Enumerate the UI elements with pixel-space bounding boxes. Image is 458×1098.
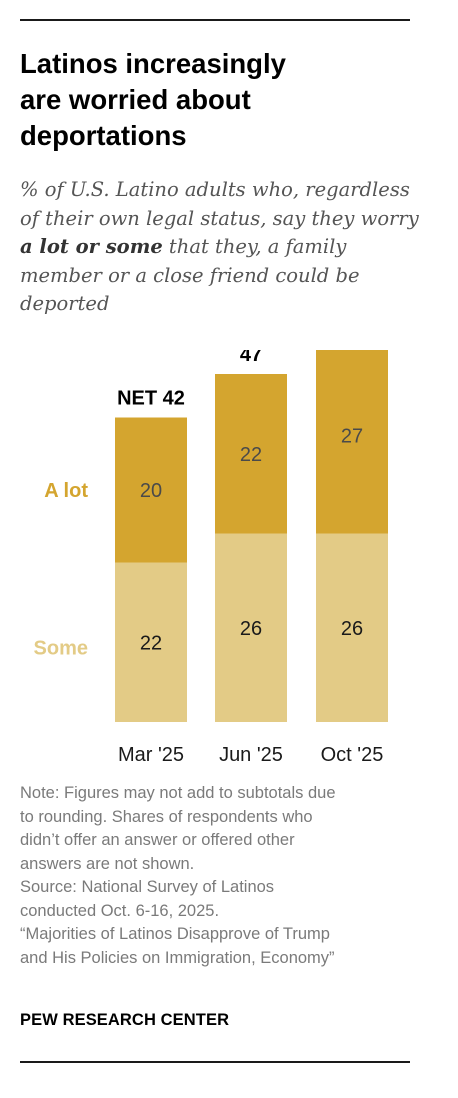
bar-segment-some bbox=[215, 533, 287, 722]
bar-segment-some bbox=[316, 533, 388, 722]
data-label-a-lot: 20 bbox=[140, 480, 162, 502]
title-line: deportations bbox=[20, 120, 187, 151]
subtitle-text-end: that they, a family member or a close fr… bbox=[20, 235, 360, 315]
report-title-line: “Majorities of Latinos Disapprove of Tru… bbox=[20, 925, 330, 943]
note-line: Note: Figures may not add to subtotals d… bbox=[20, 784, 336, 802]
bar-segment-a-lot bbox=[215, 374, 287, 534]
source-line: Source: National Survey of Latinos bbox=[20, 878, 275, 896]
legend-label-a-lot: A lot bbox=[44, 480, 88, 502]
report-title-line: and His Policies on Immigration, Economy… bbox=[20, 948, 335, 967]
total-label: 47 bbox=[240, 350, 262, 366]
legend-label-some: Some bbox=[34, 637, 88, 659]
data-label-a-lot: 27 bbox=[341, 426, 363, 448]
top-rule bbox=[20, 19, 410, 21]
data-label-some: 26 bbox=[341, 618, 363, 640]
data-label-some: 26 bbox=[240, 618, 262, 640]
total-label: NET 42 bbox=[117, 388, 185, 410]
note-line: to rounding. Shares of respondents who bbox=[20, 807, 313, 826]
bar-segment-some bbox=[115, 562, 187, 722]
title-line: are worried about bbox=[20, 84, 251, 115]
chart-note: Note: Figures may not add to subtotals d… bbox=[20, 782, 420, 970]
bar-segment-a-lot bbox=[115, 417, 187, 563]
x-tick-label: Jun '25 bbox=[219, 744, 283, 766]
note-line: answers are not shown. bbox=[20, 854, 195, 873]
source-line: conducted Oct. 6-16, 2025. bbox=[20, 901, 220, 920]
data-label-some: 22 bbox=[140, 632, 162, 654]
subtitle-emphasis: a lot or some bbox=[20, 235, 163, 258]
bottom-rule bbox=[20, 1061, 410, 1063]
subtitle-text: % of U.S. Latino adults who, regardless … bbox=[20, 178, 419, 230]
data-label-a-lot: 22 bbox=[240, 444, 262, 466]
source-organization: PEW RESEARCH CENTER bbox=[20, 1011, 230, 1029]
x-tick-label: Mar '25 bbox=[118, 744, 184, 766]
x-tick-label: Oct '25 bbox=[321, 744, 384, 766]
chart-title: Latinos increasingly are worried about d… bbox=[20, 46, 420, 154]
chart-subtitle: % of U.S. Latino adults who, regardless … bbox=[20, 176, 430, 319]
bar-segment-a-lot bbox=[316, 350, 388, 534]
title-line: Latinos increasingly bbox=[20, 48, 286, 79]
note-line: didn’t offer an answer or offered other bbox=[20, 831, 295, 849]
